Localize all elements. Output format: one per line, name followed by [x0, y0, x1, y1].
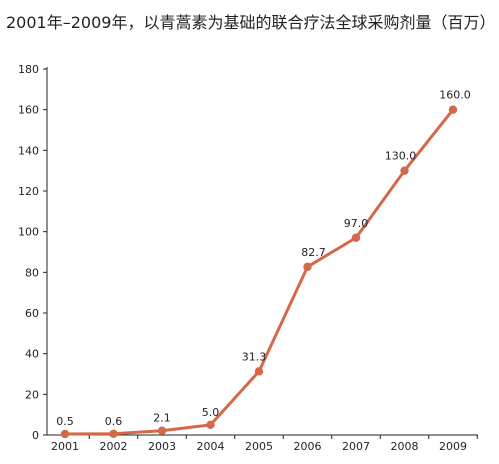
y-tick-label: 20: [25, 388, 39, 401]
data-label: 160.0: [439, 89, 471, 102]
data-point: [351, 233, 361, 242]
data-point: [206, 420, 215, 430]
x-tick-label: 2004: [197, 440, 225, 453]
x-tick-label: 2003: [148, 440, 176, 453]
data-point: [400, 166, 409, 175]
y-axis: 0 20 40 60 80 100 120 140 160 180: [18, 63, 48, 442]
y-tick-label: 160: [18, 104, 39, 117]
data-point: [60, 429, 70, 439]
chart-title: 2001年–2009年，以青蒿素为基础的联合疗法全球采购剂量（百万）: [6, 13, 496, 32]
data-label: 0.6: [105, 415, 123, 428]
x-tick-label: 2007: [342, 440, 370, 453]
y-tick-label: 140: [18, 144, 39, 157]
data-label: 97.0: [344, 217, 369, 230]
data-points: [60, 105, 458, 439]
data-label: 130.0: [385, 150, 417, 163]
y-tick-label: 180: [18, 63, 39, 76]
data-point: [157, 426, 167, 435]
data-label: 31.3: [242, 350, 267, 363]
x-tick-label: 2008: [391, 440, 419, 453]
x-tick-label: 2009: [439, 440, 467, 453]
data-label: 2.1: [153, 412, 171, 425]
data-labels: 0.5 0.6 2.1 5.0 31.3 82.7 97.0 130.0 160.0: [56, 89, 471, 428]
data-point: [254, 367, 264, 376]
y-tick-label: 80: [25, 266, 39, 279]
x-tick-label: 2006: [294, 440, 322, 453]
data-label: 0.5: [56, 415, 74, 428]
data-point: [448, 105, 458, 114]
x-tick-label: 2002: [100, 440, 128, 453]
data-point: [303, 262, 312, 272]
data-label: 82.7: [301, 246, 326, 259]
y-tick-label: 120: [18, 185, 39, 198]
y-tick-label: 60: [25, 307, 39, 320]
data-label: 5.0: [202, 406, 220, 419]
y-tick-label: 0: [32, 429, 39, 442]
x-tick-label: 2005: [245, 440, 273, 453]
x-axis: 2001 2002 2003 2004 2005 2006 2007 2008 2009: [47, 434, 478, 453]
data-point: [109, 429, 118, 438]
x-tick-label: 2001: [51, 440, 79, 453]
y-tick-label: 100: [18, 226, 39, 239]
y-tick-label: 40: [25, 348, 39, 361]
